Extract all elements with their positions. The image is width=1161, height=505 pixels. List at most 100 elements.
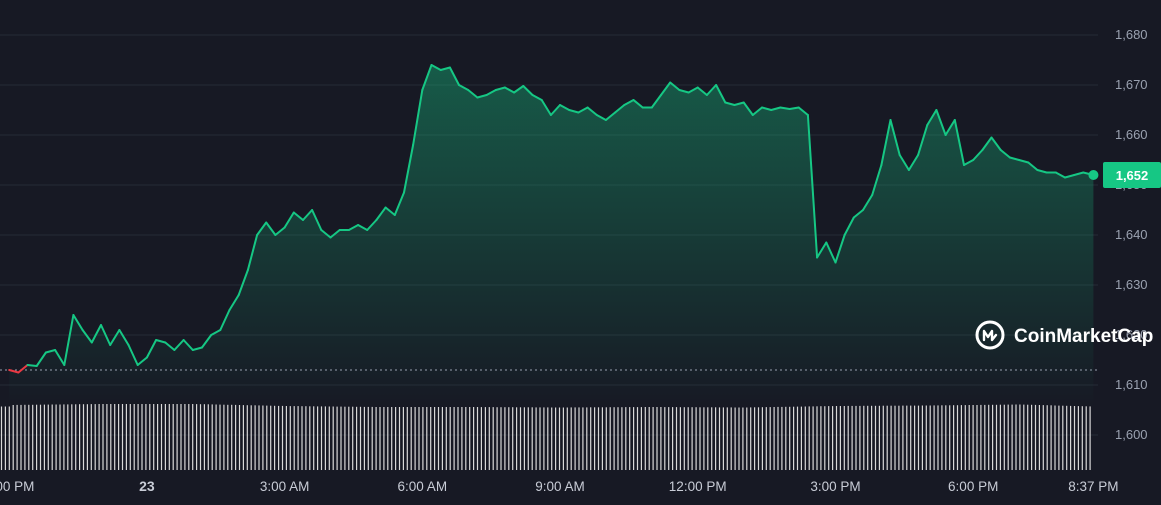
volume-bar: [968, 405, 970, 470]
volume-bar: [418, 407, 420, 470]
volume-bar: [59, 404, 61, 470]
volume-bar: [633, 407, 635, 470]
volume-bar: [16, 404, 18, 470]
price-line-segment: [136, 356, 148, 366]
price-line-segment: [191, 346, 203, 351]
volume-bar: [956, 405, 959, 470]
volume-bar: [1081, 406, 1083, 470]
volume-bar: [270, 405, 272, 470]
volume-bar: [796, 406, 799, 470]
price-line-segment: [825, 241, 837, 264]
price-line-segment: [990, 136, 1002, 151]
y-tick-label: 1,610: [1115, 377, 1148, 392]
volume-bar: [789, 406, 791, 470]
volume-bar: [1042, 405, 1044, 470]
volume-bar: [496, 407, 498, 470]
volume-bar: [995, 404, 998, 470]
price-line-segment: [972, 149, 984, 161]
volume-bar: [476, 407, 479, 470]
price-line-segment: [302, 209, 314, 221]
volume-bar: [430, 407, 432, 470]
volume-bar: [414, 407, 416, 470]
volume-bar: [1003, 404, 1005, 470]
volume-bar: [402, 407, 404, 470]
volume-bar: [660, 407, 662, 470]
volume-bar: [51, 404, 53, 470]
price-line-segment: [889, 119, 901, 156]
volume-bar: [648, 407, 650, 470]
volume-bar: [215, 404, 217, 470]
y-tick-label: 1,600: [1115, 427, 1148, 442]
price-line-segment: [788, 106, 800, 110]
volume-bar: [410, 407, 412, 470]
volume-bar: [12, 405, 14, 470]
volume-bar: [281, 405, 284, 470]
price-line-segment: [8, 369, 20, 374]
volume-bar: [937, 405, 939, 470]
volume-bar: [707, 407, 709, 470]
volume-bar: [1031, 404, 1033, 470]
price-line-segment: [292, 211, 304, 221]
volume-bar: [785, 406, 787, 470]
volume-bar: [816, 406, 818, 470]
price-line-segment: [430, 64, 442, 71]
volume-bar: [933, 405, 935, 470]
volume-bar: [765, 407, 767, 470]
volume-bar: [999, 404, 1001, 470]
price-line-segment: [623, 99, 635, 106]
price-line-segment: [329, 229, 341, 239]
volume-bar: [984, 404, 986, 470]
volume-bar: [250, 405, 252, 470]
price-line-segment: [63, 314, 75, 366]
volume-bar: [711, 407, 713, 470]
volume-bar: [309, 406, 311, 470]
volume-bar: [1038, 405, 1040, 470]
volume-bar: [367, 406, 369, 470]
volume-bar: [547, 407, 549, 470]
volume-bar: [1046, 405, 1048, 470]
volume-bar: [207, 404, 209, 470]
price-line-segment: [981, 136, 993, 151]
volume-bar: [285, 406, 287, 470]
price-line-segment: [347, 224, 360, 231]
volume-bar: [687, 407, 689, 470]
volume-bar: [313, 406, 315, 470]
volume-bar: [558, 407, 561, 470]
volume-bar: [422, 407, 424, 470]
price-line-segment: [549, 104, 561, 116]
volume-bar: [180, 404, 182, 470]
volume-bar: [340, 406, 342, 470]
volume-bar: [484, 407, 486, 470]
x-axis: 9:00 PM 23 3:00 AM 6:00 AM 9:00 AM 12:00 PM 3:…: [0, 478, 1119, 494]
volume-bar: [242, 405, 244, 470]
volume-bar: [188, 404, 190, 470]
volume-bar: [227, 404, 229, 470]
volume-bar: [211, 404, 213, 470]
volume-bar: [793, 406, 795, 470]
volume-bar: [543, 407, 545, 470]
volume-bar: [508, 407, 510, 470]
volume-bar: [1066, 405, 1068, 470]
price-line-segment: [421, 64, 433, 91]
volume-bar: [566, 407, 568, 470]
volume-bar: [594, 407, 596, 470]
volume-bar: [90, 404, 92, 470]
volume-bar: [0, 406, 3, 470]
volume-bar: [305, 406, 307, 470]
price-line-segment: [696, 86, 708, 96]
volume-bar: [106, 404, 108, 470]
volume-bar: [192, 404, 194, 470]
price-line-segment: [935, 109, 947, 136]
volume-bar: [1058, 405, 1060, 470]
volume-bar: [929, 405, 931, 470]
volume-bar: [644, 407, 646, 470]
volume-bar: [972, 405, 974, 470]
price-line-segment: [568, 109, 580, 114]
volume-bar: [238, 405, 241, 470]
x-tick-label: 9:00 PM: [0, 479, 34, 494]
price-line-segment: [311, 209, 323, 231]
last-price-label: 1,652: [1116, 168, 1149, 183]
price-line-segment: [155, 339, 167, 344]
volume-bar: [67, 404, 69, 470]
